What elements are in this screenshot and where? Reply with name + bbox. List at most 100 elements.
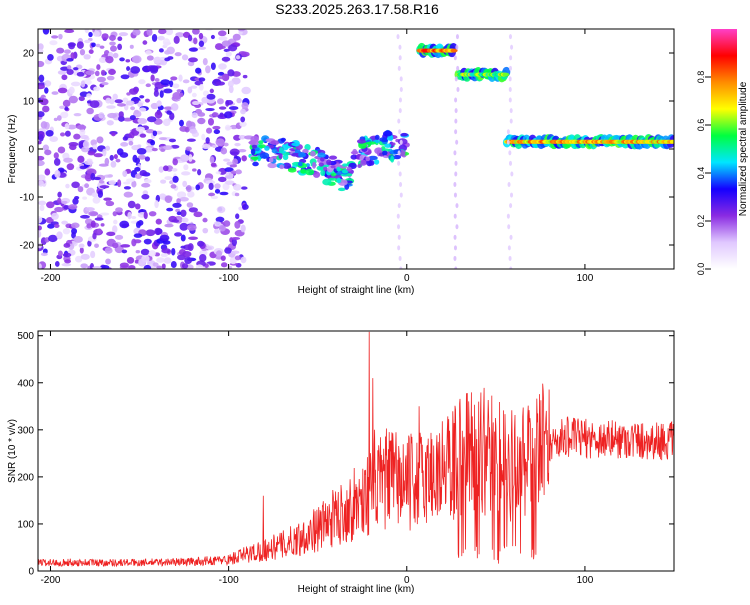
heatmap-noise-cell [190, 85, 198, 89]
heatmap-noise-cell [139, 95, 145, 99]
heatmap-noise-cell [234, 142, 241, 147]
heatmap-band-cell [360, 159, 367, 166]
heatmap-noise-cell [223, 111, 233, 119]
heatmap-noise-cell [210, 195, 219, 200]
heatmap-noise-cell [137, 144, 142, 148]
heatmap-band-cell [250, 156, 259, 160]
heatmap-noise-cell [61, 74, 68, 81]
heatmap-noise-cell [139, 169, 148, 177]
heatmap-noise-cell [155, 218, 162, 225]
colorbar-tick-label: 0.6 [696, 119, 706, 132]
heatmap-noise-cell [38, 242, 42, 249]
heatmap-noise-cell [113, 219, 118, 225]
heatmap-noise-cell [100, 223, 105, 227]
heatmap-noise-cell [113, 154, 118, 160]
heatmap-noise-cell [38, 140, 42, 145]
heatmap-noise-cell [142, 40, 148, 45]
heatmap-noise-cell [71, 231, 76, 239]
heatmap-band-cell [268, 157, 274, 163]
heatmap-streak-cell [399, 192, 403, 198]
heatmap-streak-cell [453, 255, 457, 261]
heatmap-streak-cell [454, 129, 458, 135]
heatmap-noise-cell [94, 70, 100, 77]
heatmap-noise-cell [232, 33, 241, 41]
heatmap-streak-cell [397, 65, 401, 71]
heatmap-noise-cell [179, 92, 184, 98]
heatmap-noise-cell [198, 40, 205, 47]
heatmap-noise-cell [115, 158, 121, 163]
heatmap-noise-cell [109, 98, 115, 105]
heatmap-noise-cell [90, 139, 97, 147]
heatmap-band-cell [365, 156, 371, 162]
heatmap-noise-cell [99, 185, 110, 189]
heatmap-band-cell [282, 154, 289, 161]
heatmap-noise-cell [109, 34, 116, 41]
heatmap-band-cell [304, 143, 311, 151]
heatmap-band-cell [381, 148, 391, 152]
heatmap-streak-cell [509, 108, 513, 114]
heatmap-noise-cell [117, 43, 123, 51]
heatmap-band-cell [310, 150, 316, 157]
heatmap-noise-cell [104, 157, 110, 166]
heatmap-noise-cell [166, 207, 174, 212]
heatmap-streak-cell [506, 213, 510, 219]
heatmap-noise-cell [85, 207, 95, 212]
heatmap-noise-cell [80, 80, 86, 88]
heatmap-noise-cell [127, 200, 136, 209]
heatmap-band-cell [278, 152, 283, 160]
heatmap-noise-cell [47, 54, 54, 61]
heatmap-noise-cell [185, 185, 192, 192]
heatmap-noise-cell [80, 263, 88, 269]
heatmap-noise-cell [38, 160, 45, 167]
heatmap-noise-cell [160, 179, 167, 184]
heatmap-noise-cell [181, 263, 189, 269]
heatmap-noise-cell [93, 86, 101, 92]
heatmap-noise-cell [117, 36, 123, 42]
heatmap-noise-cell [86, 223, 92, 229]
heatmap-noise-cell [98, 163, 109, 167]
heatmap-noise-cell [143, 264, 152, 269]
heatmap-noise-cell [206, 245, 215, 251]
heatmap-noise-cell [215, 138, 225, 147]
heatmap-noise-cell [156, 265, 163, 269]
heatmap-streak-cell [399, 76, 403, 82]
heatmap-noise-cell [154, 200, 159, 209]
heatmap-noise-cell [174, 52, 182, 57]
heatmap-noise-cell [182, 180, 188, 188]
heatmap-noise-cell [62, 252, 72, 258]
heatmap-noise-cell [87, 151, 95, 156]
heatmap-noise-cell [202, 57, 208, 66]
heatmap-band-cell [358, 142, 367, 149]
heatmap-noise-cell [108, 179, 117, 186]
heatmap-noise-cell [89, 100, 100, 109]
heatmap-streak-cell [508, 76, 512, 82]
heatmap-noise-cell [208, 182, 214, 191]
heatmap-noise-cell [225, 171, 234, 180]
heatmap-noise-cell [181, 171, 191, 176]
colorbar: 0.0 0.2 0.4 0.6 0.8 Normalized spectral ampl… [696, 29, 749, 275]
heatmap-noise-cell [137, 219, 144, 226]
heatmap-band-cell [252, 161, 259, 167]
heatmap-streak-cell [509, 55, 513, 61]
heatmap-streak-cell [397, 245, 401, 251]
heatmap-noise-cell [218, 176, 227, 183]
heatmap-band-cell [356, 139, 366, 144]
heatmap-noise-cell [171, 168, 178, 172]
heatmap-noise-cell [209, 156, 215, 164]
heatmap-noise-cell [84, 183, 90, 189]
heatmap-noise-cell [209, 88, 214, 94]
heatmap-noise-cell [225, 126, 232, 130]
heatmap-noise-cell [38, 43, 44, 51]
heatmap-noise-cell [223, 142, 229, 147]
heatmap-noise-cell [119, 152, 129, 158]
heatmap-noise-cell [160, 253, 168, 258]
heatmap-noise-cell [38, 180, 44, 187]
heatmap-noise-cell [183, 164, 189, 171]
heatmap-noise-cell [57, 191, 62, 198]
heatmap-noise-cell [70, 52, 75, 61]
y-tick-label: 500 [17, 331, 34, 342]
heatmap-streak-cell [456, 65, 460, 71]
heatmap-band-cell [391, 142, 396, 146]
heatmap-noise-cell [210, 34, 215, 40]
heatmap-noise-cell [162, 118, 171, 127]
